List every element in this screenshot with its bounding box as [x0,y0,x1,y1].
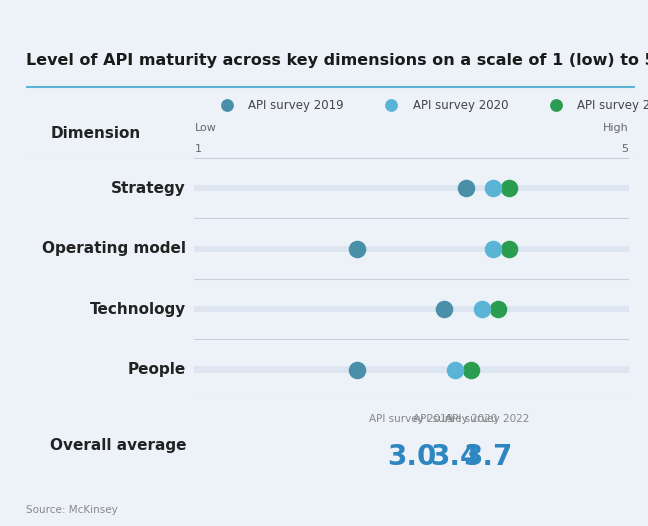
Point [551,101,561,109]
Point [222,101,232,109]
Bar [194,306,629,312]
Text: API survey 2020: API survey 2020 [413,99,508,112]
Text: 3.0: 3.0 [387,443,436,471]
Point [386,101,397,109]
Text: API survey 2020: API survey 2020 [413,414,497,424]
Bar [194,246,629,251]
Point [504,184,515,192]
Text: Technology: Technology [89,301,186,317]
Text: API survey 2019: API survey 2019 [248,99,344,112]
Point [488,184,498,192]
Text: API survey 2022: API survey 2022 [577,99,648,112]
Point [461,184,471,192]
Point [439,305,449,313]
Text: API survey 2022: API survey 2022 [445,414,529,424]
Text: Low: Low [194,123,216,134]
Text: Source: McKinsey: Source: McKinsey [26,505,118,515]
Point [352,244,362,252]
Text: Strategy: Strategy [111,180,186,196]
Point [466,365,476,373]
Point [488,244,498,252]
Point [493,305,503,313]
Text: API survey 2019: API survey 2019 [369,414,454,424]
Bar [194,185,629,191]
Text: High: High [603,123,629,134]
Point [477,305,487,313]
Text: Dimension: Dimension [51,126,141,141]
Text: Operating model: Operating model [42,241,186,256]
Text: Overall average: Overall average [51,438,187,453]
Point [504,244,515,252]
Point [450,365,460,373]
Text: 3.7: 3.7 [463,443,512,471]
Text: People: People [128,362,186,377]
Text: 3.4: 3.4 [430,443,480,471]
Bar [194,367,629,372]
Point [352,365,362,373]
Text: 5: 5 [621,144,629,154]
Text: 1: 1 [194,144,202,154]
Text: Level of API maturity across key dimensions on a scale of 1 (low) to 5 (high): Level of API maturity across key dimensi… [26,53,648,68]
